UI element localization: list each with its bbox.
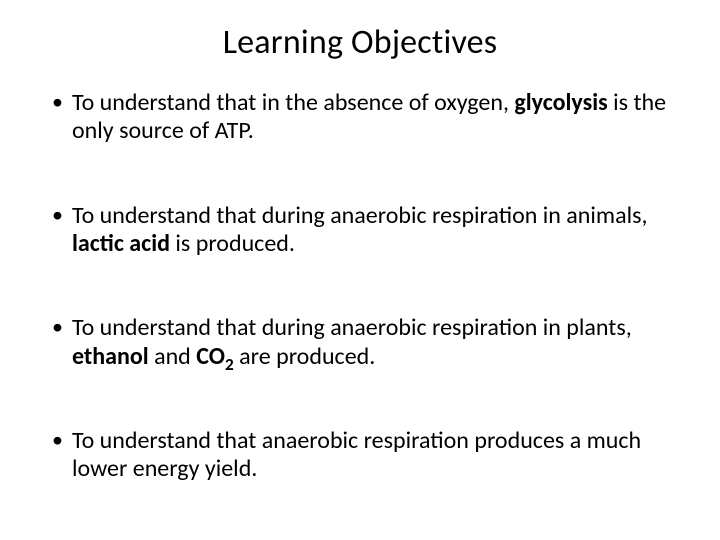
objectives-list: To understand that in the absence of oxy… [30,89,690,484]
bullet-text-bold: glycolysis [514,88,607,117]
bullet-text-bold2: CO2 [196,342,234,371]
slide-title: Learning Objectives [30,22,690,63]
list-item: To understand that anaerobic respiration… [52,427,690,484]
bullet-text-pre: To understand that during anaerobic resp… [72,313,632,342]
list-item: To understand that during anaerobic resp… [52,314,690,371]
list-item: To understand that during anaerobic resp… [52,202,690,259]
co-text: CO [196,342,225,371]
bullet-text-pre: To understand that anaerobic respiration… [72,426,641,483]
bullet-text-bold: lactic acid [72,229,170,258]
bullet-text-bold: ethanol [72,342,149,371]
bullet-text-mid: is produced. [170,229,295,258]
subscript: 2 [225,353,234,374]
bullet-text-post: are produced. [234,342,376,371]
slide: Learning Objectives To understand that i… [0,0,720,540]
bullet-text-pre: To understand that in the absence of oxy… [72,88,514,117]
list-item: To understand that in the absence of oxy… [52,89,690,146]
bullet-text-mid: and [149,342,197,371]
bullet-text-pre: To understand that during anaerobic resp… [72,201,647,230]
